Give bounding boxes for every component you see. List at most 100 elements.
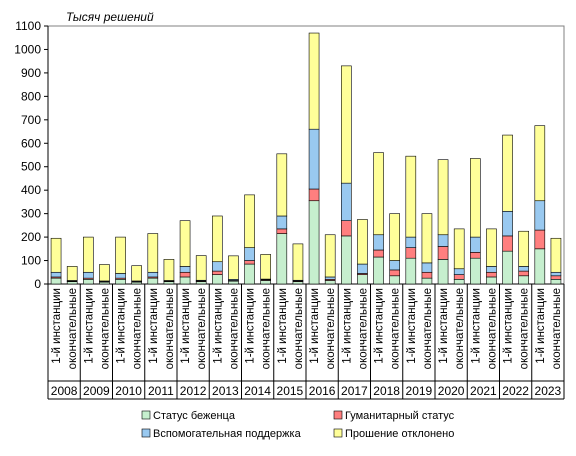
year-label: 2023 xyxy=(535,384,562,398)
legend-swatch xyxy=(141,428,151,438)
category-label: 1-й инстанции xyxy=(277,288,289,364)
bar-segment xyxy=(502,134,513,212)
category-label: 1-й инстанции xyxy=(406,288,418,364)
legend: Статус беженца Гуманитарный статус Вспомог… xyxy=(141,410,455,440)
bar-segment xyxy=(421,277,433,285)
year-label: 2011 xyxy=(148,384,174,398)
category-label: окончательные xyxy=(486,288,498,369)
bar-segment xyxy=(357,263,368,274)
bar-segment xyxy=(421,213,433,264)
bar-segment xyxy=(50,237,62,273)
bar-segment xyxy=(389,269,400,277)
bar-segment xyxy=(308,188,320,202)
year-label: 2018 xyxy=(373,384,400,398)
bar-segment xyxy=(373,256,384,285)
category-label: 1-й инстанции xyxy=(503,288,515,364)
bar-segment xyxy=(66,281,78,285)
bar-segment xyxy=(389,275,400,285)
bar-segment xyxy=(518,270,529,277)
category-label: окончательные xyxy=(261,288,273,369)
bar-segment xyxy=(502,210,513,237)
y-tick-label: 0 xyxy=(34,277,41,291)
bar-segment xyxy=(550,237,562,273)
unit-label: Тысяч решений xyxy=(66,10,154,24)
y-tick-label: 800 xyxy=(21,89,41,103)
bar-segment xyxy=(550,275,562,280)
bar-segment xyxy=(131,265,142,282)
year-label: 2012 xyxy=(180,384,207,398)
y-tick-label: 600 xyxy=(21,136,41,150)
category-label: окончательные xyxy=(228,288,240,369)
bar-segment xyxy=(373,234,384,251)
bar-segment xyxy=(341,65,352,184)
bar-segment xyxy=(276,215,288,230)
bar-segment xyxy=(83,271,94,279)
year-label: 2019 xyxy=(406,384,433,398)
bars xyxy=(50,32,562,285)
bar-segment xyxy=(83,279,94,285)
bar-segment xyxy=(502,235,513,252)
legend-label: Гуманитарный статус xyxy=(345,410,455,422)
bar-segment xyxy=(179,276,191,285)
category-label: 1-й инстанции xyxy=(116,288,128,364)
bar-segment xyxy=(276,153,288,217)
bar-segment xyxy=(260,254,271,280)
bar-segment xyxy=(534,125,546,202)
y-tick-label: 1100 xyxy=(15,19,41,33)
bar-segment xyxy=(324,280,336,285)
year-label: 2020 xyxy=(438,384,465,398)
bar-segment xyxy=(163,281,175,285)
bar-segment xyxy=(550,271,562,277)
category-label: окончательные xyxy=(325,288,337,369)
bar-segment xyxy=(308,32,320,130)
bar-segment xyxy=(276,228,288,234)
bar-segment xyxy=(357,219,368,265)
bar-segment xyxy=(228,280,239,285)
category-label: окончательные xyxy=(196,288,208,369)
bar-segment xyxy=(212,270,223,275)
bar-segment xyxy=(357,274,368,285)
bar-segment xyxy=(453,279,465,285)
bar-segment xyxy=(212,274,223,285)
category-label: окончательные xyxy=(519,288,531,369)
category-label: 1-й инстанции xyxy=(148,288,160,364)
category-label: 1-й инстанции xyxy=(341,288,353,364)
bar-segment xyxy=(486,271,497,278)
bar-segment xyxy=(212,215,223,263)
year-label: 2016 xyxy=(309,384,336,398)
bar-segment xyxy=(228,255,239,280)
bar-segment xyxy=(147,233,159,273)
legend-label: Прошение отклонено xyxy=(345,428,454,440)
bar-segment xyxy=(373,152,384,236)
bar-segment xyxy=(437,246,449,260)
bar-segment xyxy=(486,276,497,285)
bar-segment xyxy=(308,200,320,285)
y-tick-label: 400 xyxy=(21,183,41,197)
bar-segment xyxy=(405,236,417,248)
category-label: окончательные xyxy=(390,288,402,369)
category-label: окончательные xyxy=(99,288,111,369)
bar-segment xyxy=(373,249,384,258)
bar-segment xyxy=(486,228,497,267)
bar-segment xyxy=(292,281,304,285)
x-axis-categories: 1-й инстанции окончательные 1-й инстанции о… xyxy=(47,284,565,400)
bar-segment xyxy=(470,236,481,253)
bar-segment xyxy=(518,230,529,267)
category-label: 1-й инстанции xyxy=(438,288,450,364)
year-label: 2009 xyxy=(83,384,110,398)
bar-segment xyxy=(83,236,94,273)
bar-segment xyxy=(421,271,433,279)
category-label: окончательные xyxy=(454,288,466,369)
bar-segment xyxy=(405,257,417,285)
category-label: окончательные xyxy=(551,288,563,369)
year-label: 2008 xyxy=(51,384,78,398)
category-label: 1-й инстанции xyxy=(374,288,386,364)
bar-segment xyxy=(50,277,62,285)
y-tick-label: 500 xyxy=(21,160,41,174)
bar-segment xyxy=(470,257,481,285)
y-tick-label: 700 xyxy=(21,113,41,127)
bar-segment xyxy=(518,266,529,272)
bar-segment xyxy=(502,250,513,285)
bar-segment xyxy=(324,234,336,278)
